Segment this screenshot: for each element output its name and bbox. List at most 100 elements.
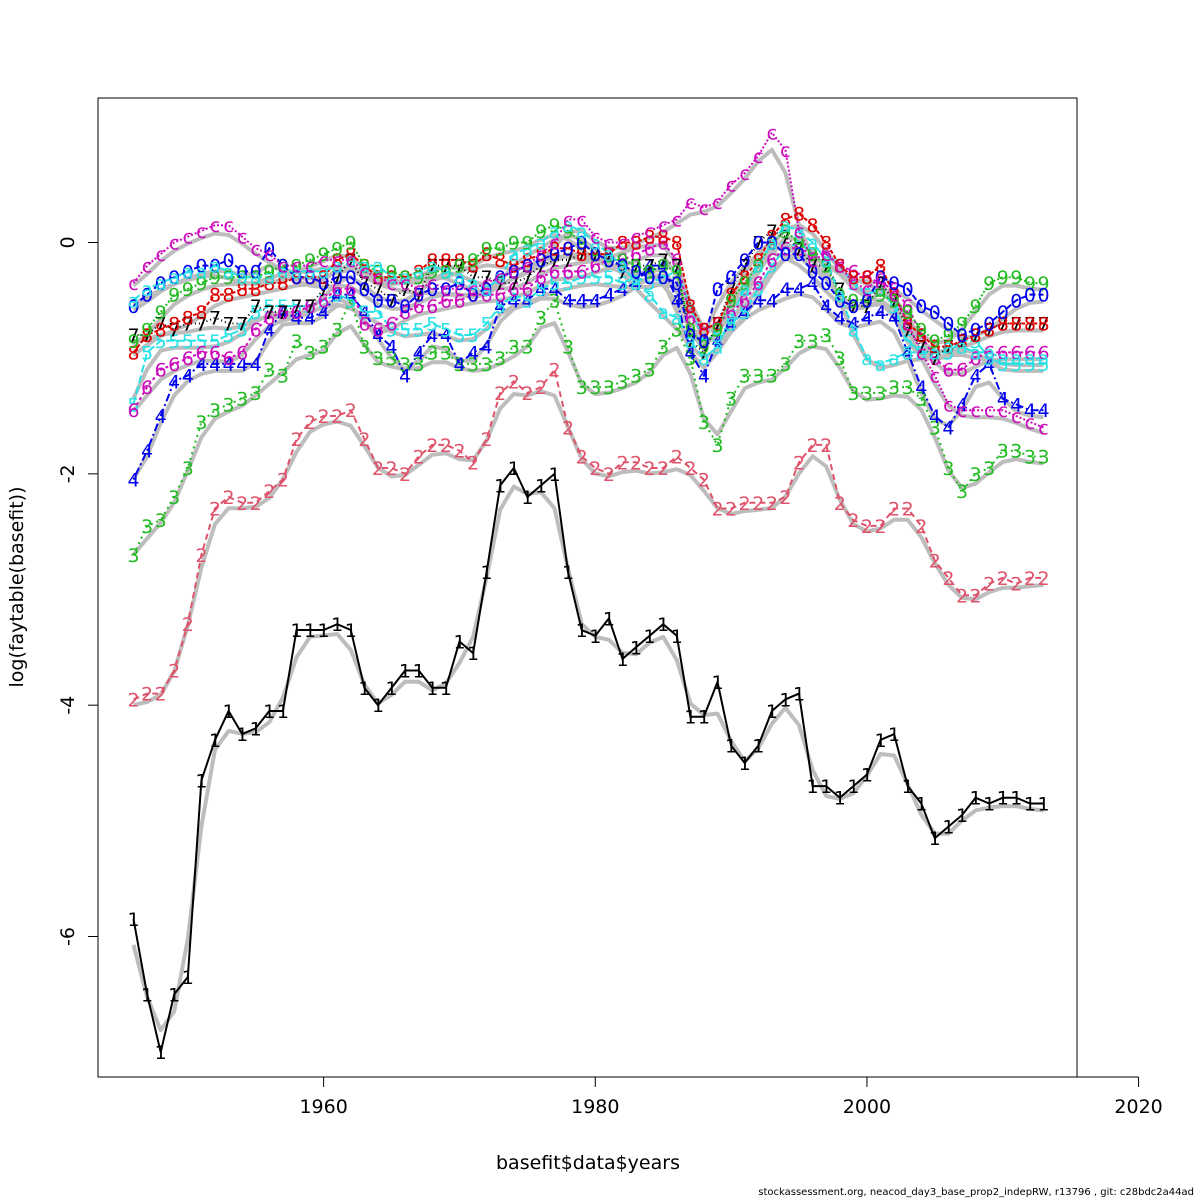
point-6-2000: 6 bbox=[861, 267, 873, 289]
point-2-1978: 2 bbox=[562, 418, 574, 440]
point-3-1966: 3 bbox=[399, 354, 411, 376]
point-4-1948: 4 bbox=[155, 406, 167, 428]
fit-line-5 bbox=[131, 251, 1044, 400]
point-6-2001: 6 bbox=[874, 273, 886, 295]
point-3-1952: 3 bbox=[209, 400, 221, 422]
point-3-2013: 3 bbox=[1037, 447, 1049, 469]
point-7-1986: 7 bbox=[671, 256, 683, 278]
point-5-1996: 5 bbox=[807, 244, 819, 266]
point-a-1959: a bbox=[304, 261, 316, 283]
point-a-1949: a bbox=[168, 267, 180, 289]
point-6-2002: 6 bbox=[888, 279, 900, 301]
point-0-2010: 0 bbox=[997, 302, 1009, 324]
point-3-1983: 3 bbox=[630, 366, 642, 388]
point-2-1977: 2 bbox=[548, 360, 560, 382]
point-c-2009: c bbox=[984, 400, 994, 422]
point-a-1981: a bbox=[603, 244, 615, 266]
point-7-1989: 7 bbox=[711, 314, 723, 336]
y-axis-label: log(faytable(basefit)) bbox=[6, 486, 28, 687]
point-6-1975: 6 bbox=[521, 279, 533, 301]
point-8-1958: 8 bbox=[290, 267, 302, 289]
point-0-1993: 0 bbox=[766, 233, 778, 255]
point-2-2012: 2 bbox=[1024, 568, 1036, 590]
point-9-1989: 9 bbox=[711, 319, 723, 341]
x-tick-label-2000: 2000 bbox=[843, 1096, 891, 1118]
point-a-1967: a bbox=[413, 261, 425, 283]
series-line-2 bbox=[133, 367, 1044, 701]
point-4-1978: 4 bbox=[562, 290, 574, 312]
point-9-1990: 9 bbox=[725, 290, 737, 312]
point-3-1985: 3 bbox=[657, 337, 669, 359]
point-2-1985: 2 bbox=[657, 458, 669, 480]
point-7-1995: 7 bbox=[793, 238, 805, 260]
point-3-1967: 3 bbox=[413, 354, 425, 376]
point-8-1981: 8 bbox=[603, 244, 615, 266]
point-9-2012: 9 bbox=[1024, 273, 1036, 295]
point-8-1951: 8 bbox=[195, 302, 207, 324]
point-6-2004: 6 bbox=[915, 325, 927, 347]
point-6-1981: 6 bbox=[603, 250, 615, 272]
point-7-1948: 7 bbox=[155, 314, 167, 336]
point-1-2004: 1 bbox=[915, 794, 927, 816]
point-6-1965: 6 bbox=[386, 314, 398, 336]
point-4-1981: 4 bbox=[603, 285, 615, 307]
point-2-1970: 2 bbox=[453, 441, 465, 463]
point-7-2005: 7 bbox=[929, 348, 941, 370]
point-a-1951: a bbox=[196, 261, 208, 283]
point-c-1953: c bbox=[223, 215, 233, 237]
point-1-1979: 1 bbox=[576, 620, 588, 642]
point-3-2008: 3 bbox=[970, 464, 982, 486]
point-6-1971: 6 bbox=[467, 285, 479, 307]
point-6-1954: 6 bbox=[236, 342, 248, 364]
point-6-1955: 6 bbox=[250, 319, 262, 341]
point-8-1983: 8 bbox=[630, 233, 642, 255]
point-8-1970: 8 bbox=[453, 250, 465, 272]
point-1-1968: 1 bbox=[426, 678, 438, 700]
point-a-1976: a bbox=[535, 233, 547, 255]
point-9-1952: 9 bbox=[209, 267, 221, 289]
point-8-1975: 8 bbox=[521, 250, 533, 272]
point-3-1988: 3 bbox=[698, 412, 710, 434]
point-4-1967: 4 bbox=[413, 342, 425, 364]
point-a-1977: a bbox=[549, 221, 561, 243]
point-8-1998: 8 bbox=[834, 256, 846, 278]
point-1-2005: 1 bbox=[929, 828, 941, 850]
point-0-1950: 0 bbox=[182, 261, 194, 283]
point-2-1966: 2 bbox=[399, 464, 411, 486]
point-7-2001: 7 bbox=[874, 273, 886, 295]
point-0-1998: 0 bbox=[834, 290, 846, 312]
point-c-1968: c bbox=[427, 273, 437, 295]
point-a-2011: a bbox=[1010, 348, 1022, 370]
point-8-1964: 8 bbox=[372, 267, 384, 289]
point-0-1978: 0 bbox=[562, 238, 574, 260]
point-7-1953: 7 bbox=[223, 314, 235, 336]
point-2-1996: 2 bbox=[807, 435, 819, 457]
point-6-1984: 6 bbox=[644, 238, 656, 260]
point-8-2011: 8 bbox=[1010, 314, 1022, 336]
point-1-1989: 1 bbox=[711, 672, 723, 694]
point-9-2008: 9 bbox=[970, 296, 982, 318]
point-6-1948: 6 bbox=[155, 360, 167, 382]
point-8-2006: 8 bbox=[942, 337, 954, 359]
point-6-1987: 6 bbox=[684, 308, 696, 330]
point-4-1970: 4 bbox=[453, 354, 465, 376]
point-7-1958: 7 bbox=[290, 296, 302, 318]
point-6-1972: 6 bbox=[481, 285, 493, 307]
point-2-1993: 2 bbox=[766, 493, 778, 515]
point-3-1987: 3 bbox=[684, 348, 696, 370]
point-7-1997: 7 bbox=[820, 256, 832, 278]
point-2-1947: 2 bbox=[141, 684, 153, 706]
point-8-2004: 8 bbox=[915, 325, 927, 347]
point-9-1949: 9 bbox=[168, 285, 180, 307]
point-7-1957: 7 bbox=[277, 302, 289, 324]
point-1-1969: 1 bbox=[440, 678, 452, 700]
point-8-1974: 8 bbox=[508, 256, 520, 278]
point-8-1965: 8 bbox=[386, 267, 398, 289]
point-9-2002: 9 bbox=[888, 290, 900, 312]
point-c-1946: c bbox=[128, 273, 138, 295]
point-8-1972: 8 bbox=[481, 244, 493, 266]
point-7-1987: 7 bbox=[684, 331, 696, 353]
point-6-1974: 6 bbox=[508, 279, 520, 301]
point-9-1993: 9 bbox=[766, 233, 778, 255]
point-5-1968: 5 bbox=[426, 314, 438, 336]
